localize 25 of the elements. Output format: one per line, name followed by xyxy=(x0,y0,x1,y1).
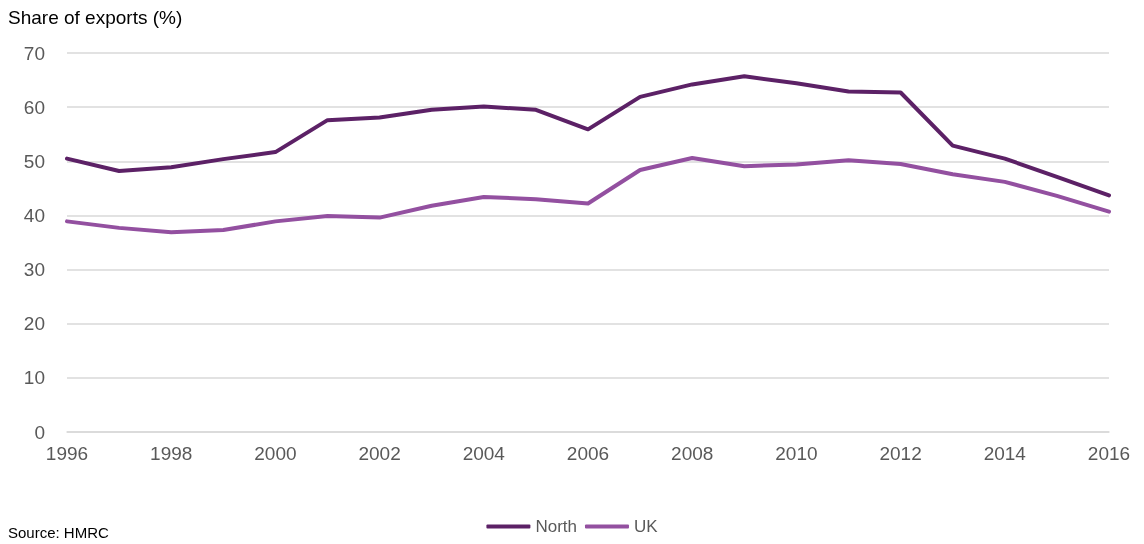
y-tick-label: 20 xyxy=(23,313,45,335)
legend-label: UK xyxy=(633,517,659,536)
line-series xyxy=(65,74,1111,198)
y-tick-label: 10 xyxy=(23,367,45,389)
line-series xyxy=(65,156,1111,235)
y-tick-label: 0 xyxy=(34,421,45,443)
x-tick-label: 2000 xyxy=(254,443,297,464)
x-tick-label: 1996 xyxy=(45,443,89,464)
y-tick-label: 60 xyxy=(23,96,45,118)
y-tick-label: 30 xyxy=(23,259,45,281)
x-tick-label: 2014 xyxy=(983,443,1027,464)
x-tick-label: 2010 xyxy=(775,443,818,464)
x-tick-label: 2002 xyxy=(358,443,401,464)
x-tick-label: 2004 xyxy=(462,443,506,464)
source-note: Source: HMRC xyxy=(8,524,110,541)
y-tick-label: 70 xyxy=(23,42,45,64)
x-tick-label: 2016 xyxy=(1087,443,1131,464)
x-tick-label: 1998 xyxy=(150,443,193,464)
y-tick-label: 50 xyxy=(23,150,45,172)
x-tick-label: 2012 xyxy=(879,443,922,464)
x-tick-label: 2008 xyxy=(671,443,714,464)
y-axis-title: Share of exports (%) xyxy=(8,7,183,28)
legend-label: North xyxy=(535,517,577,536)
y-tick-label: 40 xyxy=(23,204,45,226)
x-tick-label: 2006 xyxy=(566,443,610,464)
